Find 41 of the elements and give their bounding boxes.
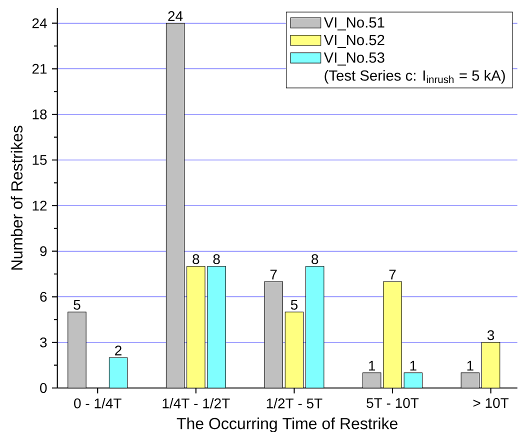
bar bbox=[404, 372, 423, 388]
legend-title: (Test Series c: I$_{inrush}$ = 5 kA) bbox=[324, 70, 505, 84]
data-label: 7 bbox=[389, 270, 396, 280]
data-label: 1 bbox=[410, 360, 416, 371]
y-tick-label: 24 bbox=[32, 18, 47, 28]
data-label: 8 bbox=[312, 254, 318, 264]
bar bbox=[284, 312, 304, 388]
data-label: 1 bbox=[467, 360, 474, 371]
bar bbox=[481, 342, 500, 388]
x-tick-label: > 10T bbox=[473, 398, 509, 408]
x-tick-label: 1/2T - 5T bbox=[266, 398, 322, 408]
y-axis-title: Number of Restrikes bbox=[10, 126, 23, 270]
legend-label: VI_No.53 bbox=[324, 52, 384, 66]
data-label: 8 bbox=[192, 254, 200, 264]
data-label: 3 bbox=[487, 330, 494, 340]
data-label: 5 bbox=[290, 300, 298, 310]
bar bbox=[108, 357, 128, 388]
bar bbox=[207, 266, 226, 388]
bar bbox=[305, 266, 324, 388]
data-label: 8 bbox=[213, 254, 220, 264]
y-tick-label: 12 bbox=[32, 200, 47, 210]
data-label: 24 bbox=[168, 11, 183, 21]
data-label: 7 bbox=[270, 270, 277, 280]
bar bbox=[383, 281, 402, 388]
y-tick-label: 15 bbox=[32, 155, 47, 165]
bar bbox=[186, 266, 206, 388]
y-tick-label: 9 bbox=[40, 246, 47, 256]
y-tick-label: 6 bbox=[40, 292, 47, 302]
y-tick-label: 21 bbox=[32, 64, 47, 74]
data-label: 2 bbox=[115, 346, 122, 356]
x-axis-title: The Occurring Time of Restrike bbox=[176, 417, 398, 432]
data-label: 5 bbox=[74, 300, 80, 310]
y-tick-label: 3 bbox=[40, 337, 47, 348]
x-tick-label: 0 - 1/4T bbox=[74, 398, 122, 408]
y-tick-label: 0 bbox=[40, 383, 47, 393]
y-tick-label: 18 bbox=[32, 109, 47, 120]
legend-label: VI_No.52 bbox=[324, 34, 384, 48]
x-tick-label: 1/4T - 1/2T bbox=[162, 398, 230, 408]
data-label: 1 bbox=[369, 360, 376, 371]
legend-label: VI_No.51 bbox=[324, 17, 384, 30]
x-tick-label: 5T - 10T bbox=[366, 398, 419, 408]
